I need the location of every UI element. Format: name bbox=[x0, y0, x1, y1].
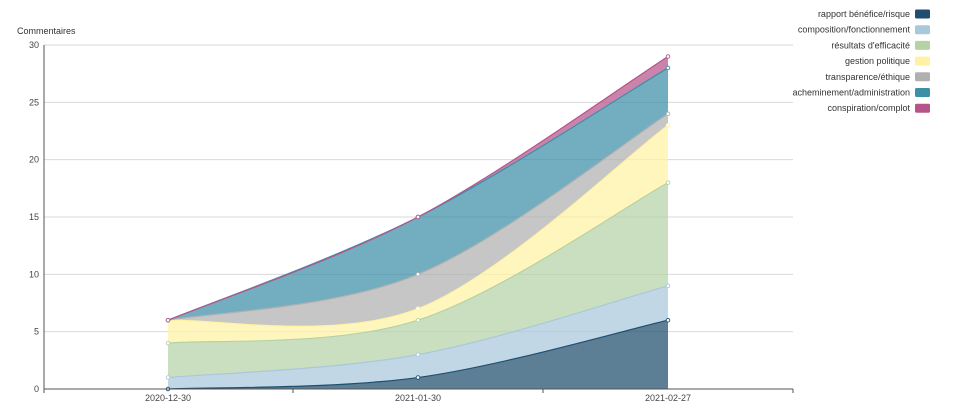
legend-swatch bbox=[915, 56, 930, 66]
data-points bbox=[165, 54, 671, 392]
legend-swatch bbox=[915, 103, 930, 113]
y-tick-label: 25 bbox=[29, 97, 39, 107]
area-series bbox=[168, 56, 668, 389]
data-point bbox=[165, 317, 171, 323]
legend-label: gestion politique bbox=[845, 56, 910, 66]
area-1 bbox=[168, 285, 668, 389]
data-point bbox=[415, 272, 421, 277]
x-tick-labels: 2020-12-30 2021-01-30 2021-02-27 bbox=[145, 393, 691, 403]
legend-label: acheminement/administration bbox=[792, 88, 910, 98]
legend-label: résultats d'efficacité bbox=[831, 40, 910, 50]
area-5 bbox=[168, 67, 668, 321]
legend-swatch bbox=[915, 40, 930, 50]
area-3 bbox=[168, 125, 668, 344]
y-tick-label: 10 bbox=[29, 269, 39, 279]
x-tick-label: 2021-01-30 bbox=[395, 393, 441, 403]
data-point bbox=[415, 214, 421, 220]
data-point bbox=[415, 375, 421, 380]
x-tick-label: 2021-02-27 bbox=[645, 393, 691, 403]
x-tick-label: 2020-12-30 bbox=[145, 393, 191, 403]
legend-swatch bbox=[915, 25, 930, 35]
legend-label: transparence/éthique bbox=[825, 72, 910, 82]
data-point bbox=[165, 375, 171, 380]
area-2 bbox=[168, 182, 668, 378]
data-point bbox=[165, 340, 171, 346]
legend-swatch bbox=[915, 72, 930, 82]
data-point bbox=[665, 317, 671, 323]
legend-swatch bbox=[915, 9, 930, 19]
data-point bbox=[665, 123, 671, 128]
data-point bbox=[665, 180, 671, 185]
area-0 bbox=[168, 320, 668, 389]
legend: rapport bénéfice/risque composition/fonct… bbox=[792, 9, 930, 113]
data-point bbox=[665, 54, 671, 59]
legend-label: composition/fonctionnement bbox=[798, 25, 911, 35]
axes bbox=[43, 45, 794, 393]
y-tick-label: 20 bbox=[29, 155, 39, 165]
y-tick-label: 30 bbox=[29, 40, 39, 50]
y-tick-labels: 0 5 10 15 20 25 30 bbox=[29, 40, 39, 394]
legend-label: rapport bénéfice/risque bbox=[818, 9, 910, 19]
data-point bbox=[415, 306, 421, 311]
data-point bbox=[415, 317, 421, 323]
y-tick-label: 0 bbox=[34, 384, 39, 394]
data-point bbox=[665, 111, 671, 117]
legend-swatch bbox=[915, 88, 930, 97]
data-point bbox=[665, 65, 671, 71]
y-axis-title: Commentaires bbox=[17, 26, 76, 36]
legend-label: conspiration/complot bbox=[827, 103, 910, 113]
y-tick-label: 5 bbox=[34, 327, 39, 337]
y-tick-label: 15 bbox=[29, 212, 39, 222]
area-4 bbox=[168, 113, 668, 327]
data-point bbox=[415, 352, 421, 357]
data-point bbox=[665, 283, 671, 289]
